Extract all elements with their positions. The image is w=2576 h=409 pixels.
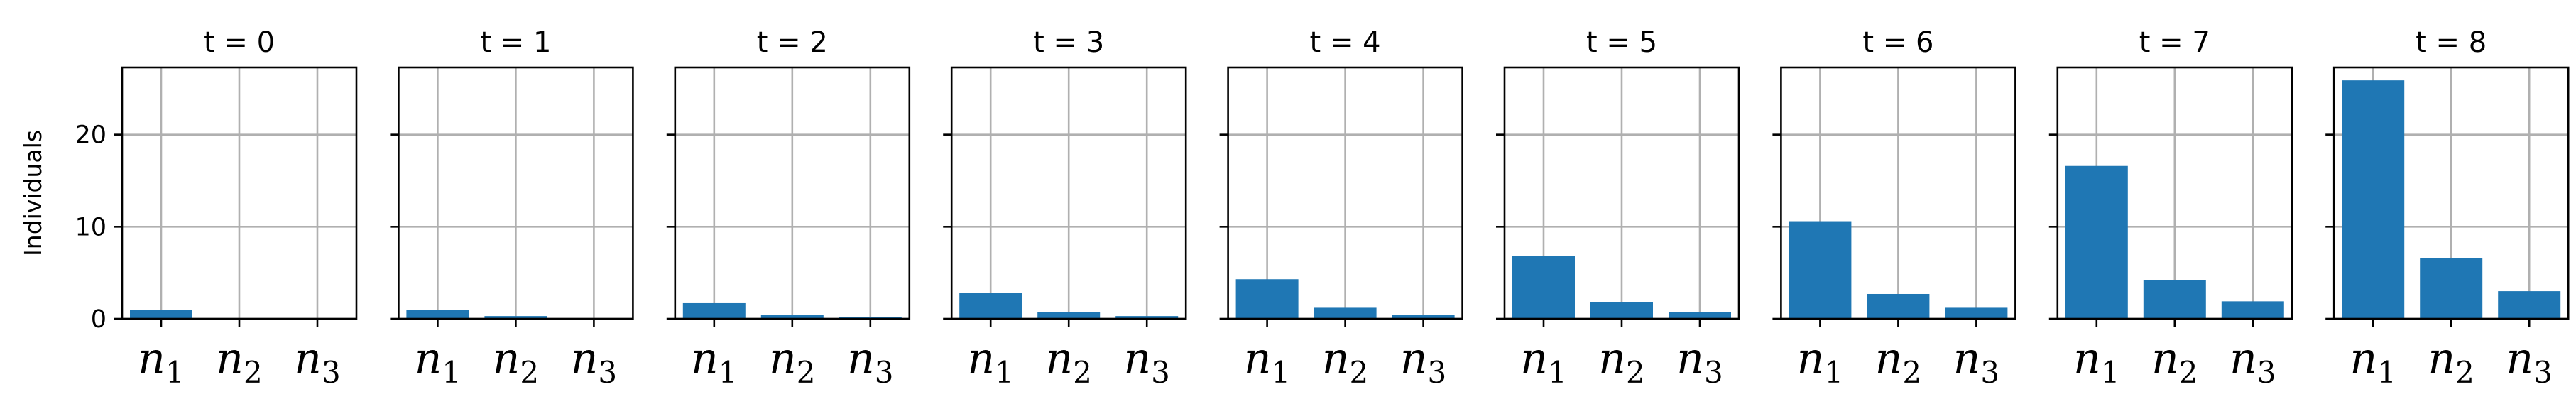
x-tick-label: n2	[1322, 334, 1368, 390]
bar-n3	[2498, 291, 2561, 319]
x-tick-label: n2	[1046, 334, 1092, 390]
x-tick-label: n3	[2230, 334, 2276, 390]
panel-7: n1 n2 n3 t = 7	[2048, 26, 2293, 390]
panel-6: n1 n2 n3 t = 6	[1772, 26, 2016, 390]
bar-n2	[1314, 307, 1377, 319]
bar-n1	[130, 310, 192, 319]
x-tick-label: n2	[2151, 334, 2198, 390]
panel-title: t = 2	[757, 26, 828, 59]
panel-3: n1 n2 n3 t = 3	[943, 26, 1187, 390]
bar-n3	[1115, 316, 1179, 319]
bar-n1	[1235, 279, 1299, 319]
x-tick-label: n2	[493, 334, 539, 390]
bar-n3	[2221, 301, 2284, 319]
x-tick-label: n2	[1875, 334, 1921, 390]
panel-title: t = 0	[204, 26, 275, 59]
bar-n1	[959, 293, 1022, 319]
bar-n2	[1590, 302, 1653, 319]
panel-8: n1 n2 n3 t = 8	[2325, 26, 2570, 390]
x-tick-label: n1	[415, 334, 461, 390]
bar-n2	[2420, 258, 2483, 319]
bar-n3	[1945, 307, 2008, 319]
panel-title: t = 1	[480, 26, 551, 59]
bar-n2	[484, 316, 547, 319]
panel-0: 0 10 20 n1 n2 n3 t = 0	[75, 26, 358, 390]
bar-n2	[1867, 293, 1930, 319]
bar-n1	[1512, 256, 1575, 319]
x-tick-label: n2	[216, 334, 262, 390]
panel-4: n1 n2 n3 t = 4	[1219, 26, 1463, 390]
y-tick-label: 0	[91, 305, 107, 334]
x-tick-label: n1	[2073, 334, 2119, 390]
bar-n1	[1789, 221, 1852, 319]
panel-title: t = 4	[1310, 26, 1381, 59]
y-axis-label: Individuals	[19, 130, 47, 256]
panel-5: n1 n2 n3 t = 5	[1496, 26, 1740, 390]
x-tick-label: n1	[968, 334, 1014, 390]
x-tick-label: n2	[769, 334, 815, 390]
bar-n2	[1037, 312, 1101, 319]
bar-n1	[2342, 80, 2405, 320]
y-tick-label: 20	[75, 121, 107, 150]
panel-title: t = 8	[2416, 26, 2487, 59]
panel-2: n1 n2 n3 t = 2	[666, 26, 911, 390]
bar-n3	[1392, 315, 1455, 319]
y-tick-label: 10	[75, 213, 107, 241]
bar-n3	[1669, 312, 1731, 319]
x-tick-label: n3	[1676, 334, 1723, 390]
bar-n1	[682, 302, 746, 319]
x-tick-label: n1	[138, 334, 184, 390]
panel-1: n1 n2 n3 t = 1	[390, 26, 634, 390]
bar-n1	[2065, 165, 2128, 319]
bar-n2	[760, 315, 824, 319]
x-tick-label: n1	[691, 334, 737, 390]
bar-n1	[406, 310, 469, 319]
x-tick-label: n1	[1520, 334, 1566, 390]
panel-title: t = 6	[1862, 26, 1933, 59]
x-tick-label: n1	[2350, 334, 2396, 390]
x-tick-label: n3	[294, 334, 340, 390]
x-tick-label: n2	[1598, 334, 1644, 390]
x-tick-label: n3	[571, 334, 617, 390]
panel-title: t = 5	[1586, 26, 1657, 59]
x-tick-label: n1	[1244, 334, 1290, 390]
x-tick-label: n2	[2428, 334, 2474, 390]
x-tick-label: n3	[1400, 334, 1446, 390]
x-tick-label: n3	[2506, 334, 2553, 390]
x-tick-label: n3	[1124, 334, 1170, 390]
bar-n2	[2143, 280, 2206, 319]
x-tick-label: n1	[1797, 334, 1843, 390]
x-tick-label: n3	[847, 334, 893, 390]
x-tick-label: n3	[1953, 334, 1999, 390]
panel-title: t = 7	[2139, 26, 2210, 59]
panel-title: t = 3	[1033, 26, 1104, 59]
